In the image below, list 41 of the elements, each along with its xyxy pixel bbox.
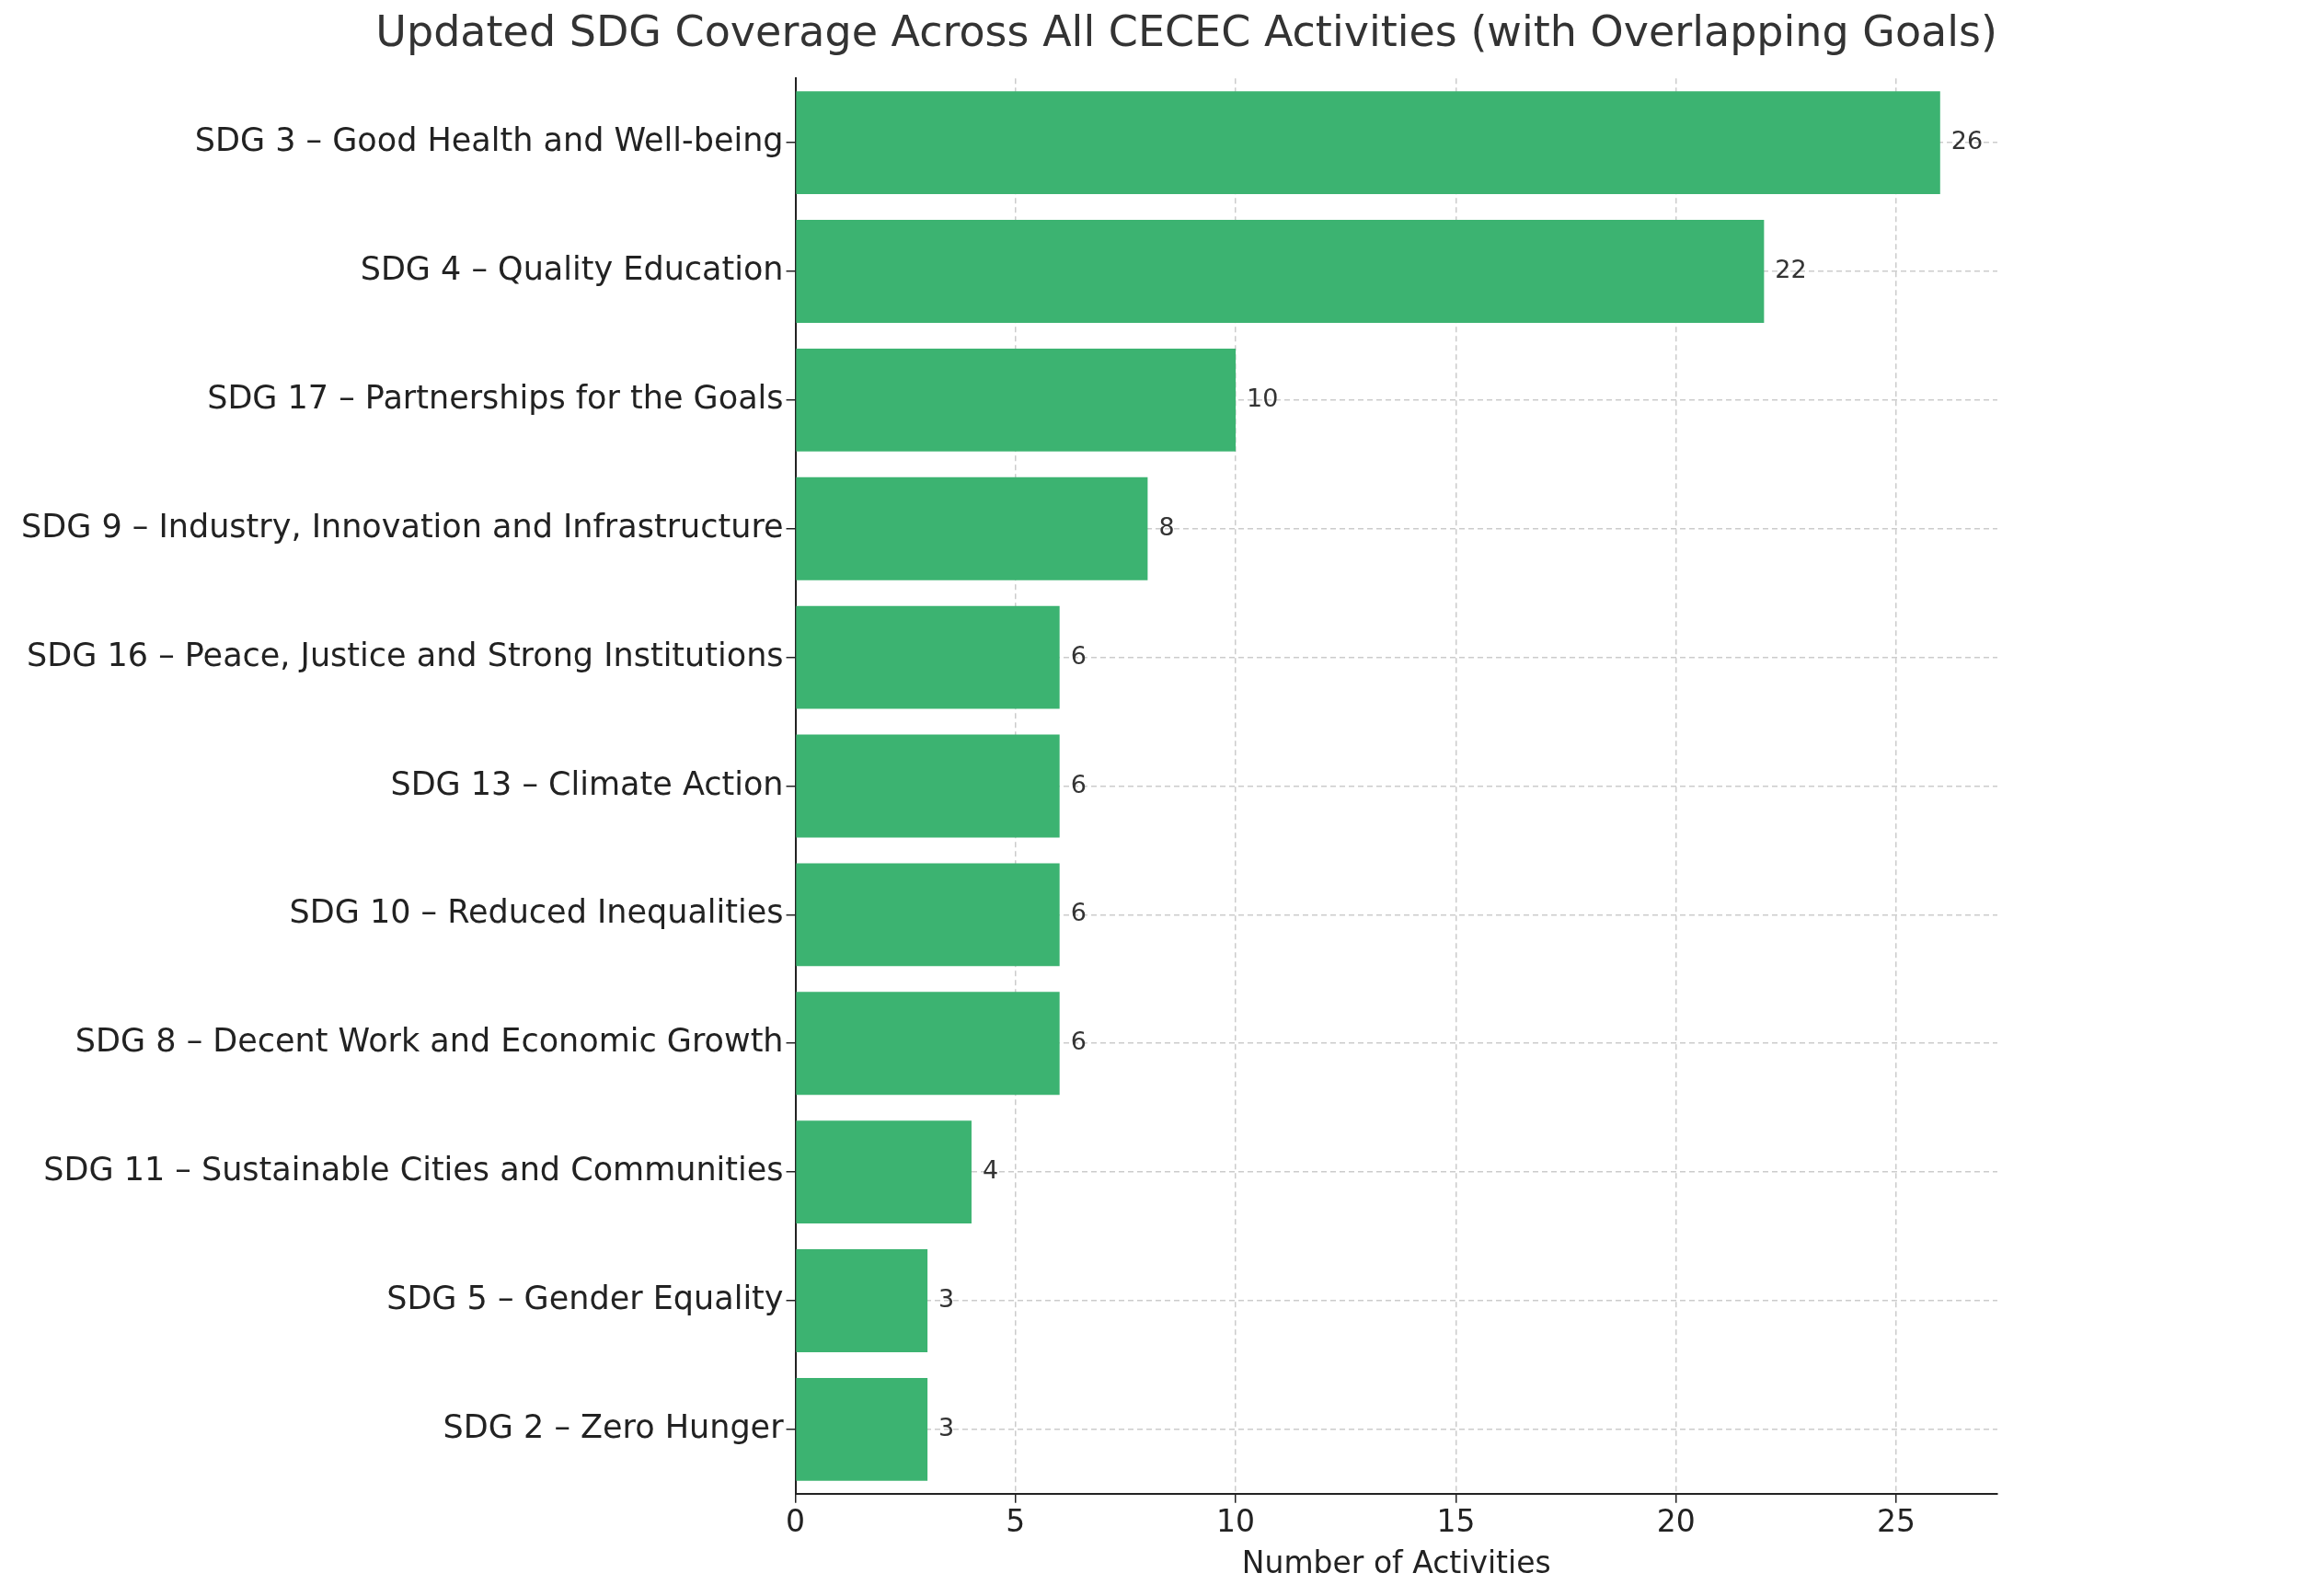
- data-label: 6: [1070, 898, 1087, 927]
- x-tick-label: 10: [1216, 1503, 1256, 1540]
- data-label: 6: [1070, 640, 1087, 670]
- bar: [796, 91, 1940, 195]
- x-axis-title: Number of Activities: [1241, 1544, 1551, 1580]
- data-label: 3: [938, 1412, 955, 1441]
- data-label: 6: [1070, 769, 1087, 798]
- x-tick-label: 5: [1006, 1503, 1026, 1540]
- bar: [796, 605, 1060, 709]
- y-tick-label: SDG 5 – Gender Equality: [386, 1280, 784, 1317]
- bar: [796, 477, 1148, 580]
- y-tick-label: SDG 17 – Partnerships for the Goals: [207, 378, 784, 416]
- y-tick-label: SDG 4 – Quality Education: [360, 250, 784, 288]
- bar: [796, 220, 1765, 323]
- y-tick-label: SDG 2 – Zero Hunger: [443, 1407, 785, 1445]
- bar: [796, 348, 1237, 452]
- y-tick-label: SDG 9 – Industry, Innovation and Infrastructure: [20, 507, 784, 545]
- data-label: 4: [982, 1155, 999, 1185]
- x-tick-label: 25: [1876, 1503, 1916, 1540]
- data-label: 8: [1158, 511, 1175, 541]
- bar: [796, 734, 1060, 838]
- x-tick-label: 0: [786, 1503, 806, 1540]
- y-tick-label: SDG 8 – Decent Work and Economic Growth: [75, 1022, 784, 1060]
- bar: [796, 1120, 972, 1224]
- y-tick-label: SDG 16 – Peace, Justice and Strong Institutions: [27, 636, 784, 673]
- data-label: 3: [938, 1284, 955, 1314]
- y-tick-label: SDG 11 – Sustainable Cities and Communities: [43, 1151, 784, 1188]
- data-label: 6: [1070, 1027, 1087, 1056]
- data-label: 22: [1775, 255, 1807, 284]
- bar: [796, 1249, 928, 1352]
- x-tick-label: 20: [1656, 1503, 1696, 1540]
- y-tick-label: SDG 13 – Climate Action: [390, 764, 784, 802]
- data-label: 26: [1950, 126, 1984, 155]
- data-label: 10: [1247, 383, 1279, 412]
- chart-title: Updated SDG Coverage Across All CECEC Activities (with Overlapping Goals): [375, 6, 1997, 56]
- bar: [796, 863, 1060, 967]
- y-tick-label: SDG 3 – Good Health and Well-being: [194, 121, 784, 159]
- bar: [796, 1377, 928, 1481]
- x-tick-label: 15: [1436, 1503, 1476, 1540]
- bar: [796, 992, 1060, 1096]
- y-tick-label: SDG 10 – Reduced Inequalities: [289, 893, 784, 931]
